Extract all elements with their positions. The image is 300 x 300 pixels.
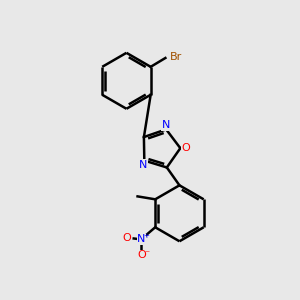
Text: ⁻: ⁻ <box>144 250 149 260</box>
Text: N: N <box>139 160 147 170</box>
Text: O: O <box>137 250 146 260</box>
Text: +: + <box>143 233 149 239</box>
Text: N: N <box>162 120 170 130</box>
Text: O: O <box>123 233 132 244</box>
Text: Br: Br <box>169 52 182 61</box>
Text: N: N <box>137 234 146 244</box>
Text: O: O <box>181 143 190 153</box>
